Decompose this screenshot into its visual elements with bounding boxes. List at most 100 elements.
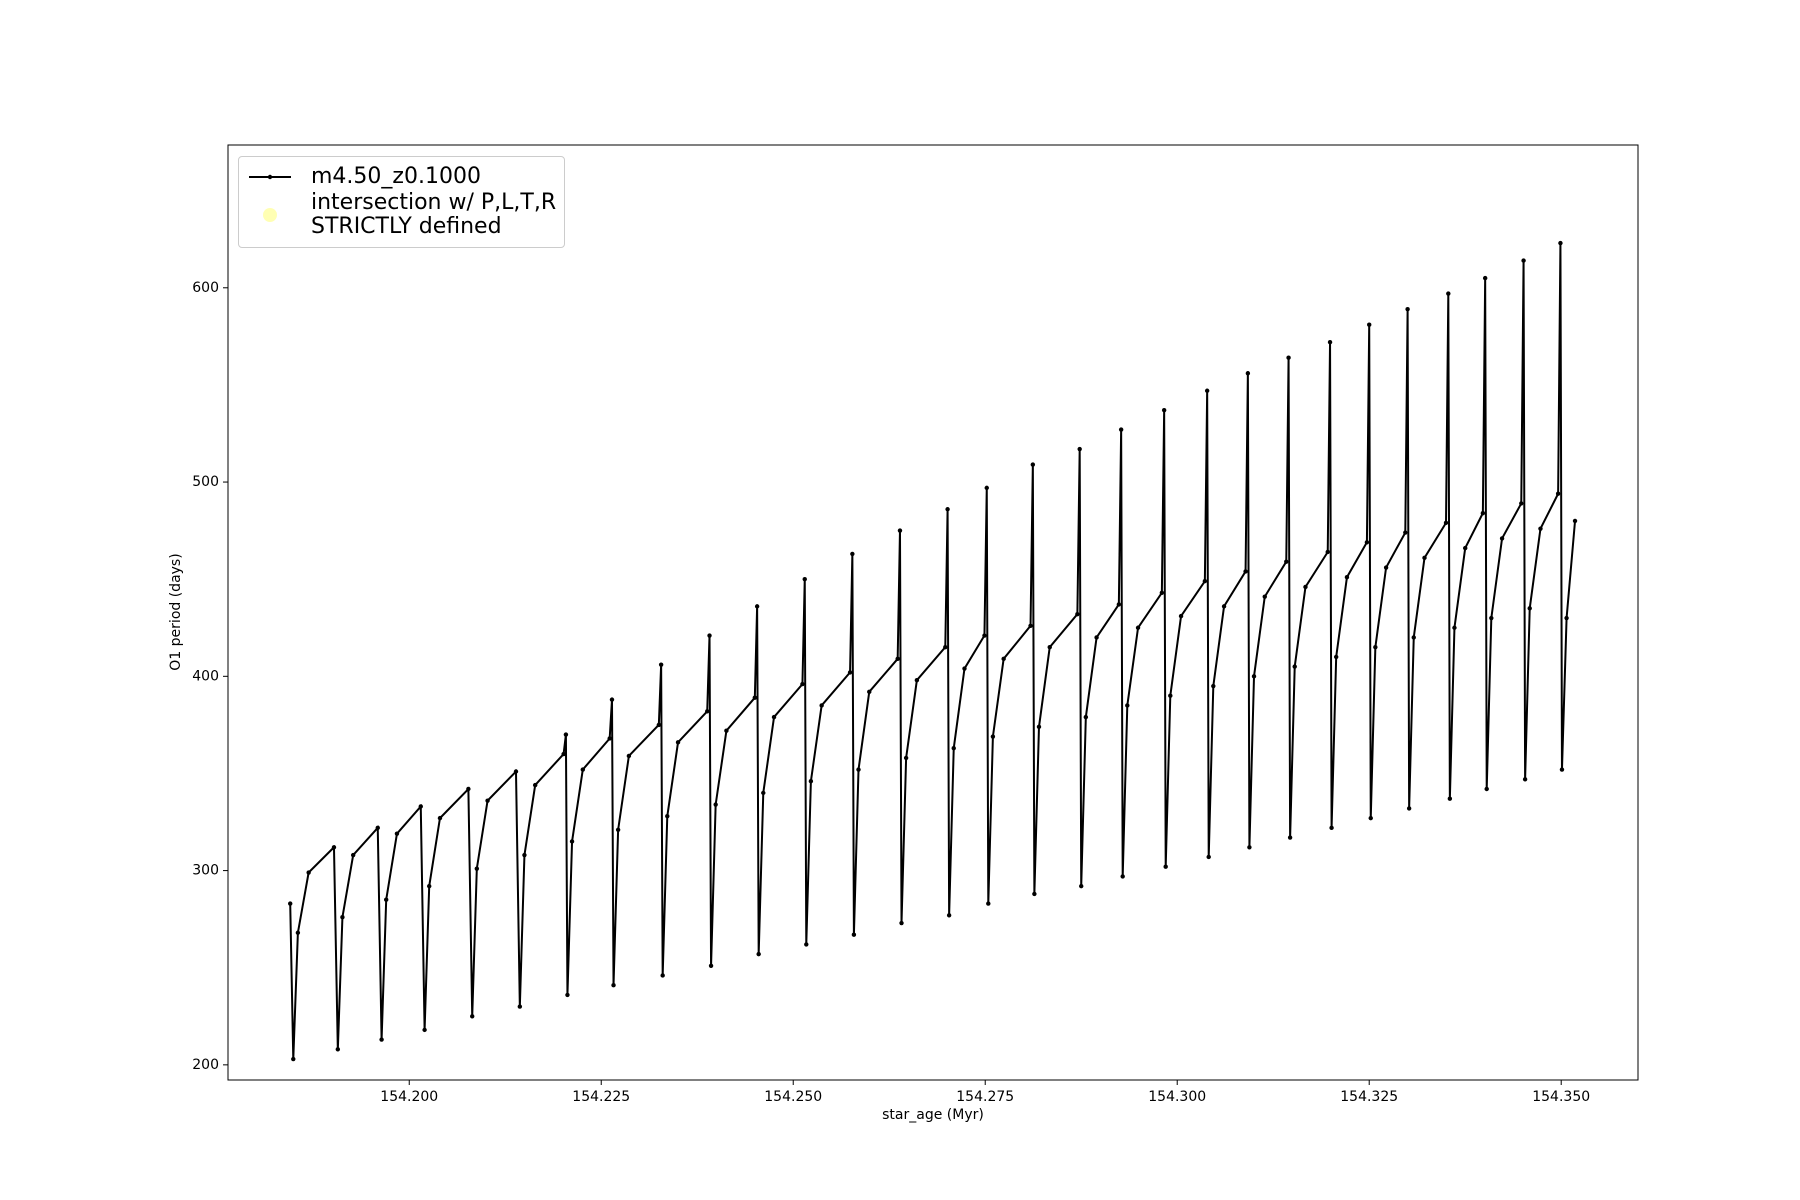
- point-marker: [1344, 575, 1350, 580]
- point-marker: [563, 732, 569, 737]
- point-marker: [1075, 611, 1080, 617]
- point-marker: [1243, 569, 1248, 574]
- point-marker: [394, 831, 400, 836]
- point-marker: [288, 901, 293, 906]
- point-marker: [1211, 683, 1216, 689]
- point-marker: [724, 728, 729, 733]
- point-marker: [1120, 874, 1125, 879]
- point-marker: [1564, 615, 1569, 621]
- point-marker: [665, 813, 670, 819]
- x-tick-label: 154.225: [572, 1089, 630, 1105]
- point-marker: [1482, 275, 1488, 281]
- point-marker: [1329, 825, 1334, 831]
- point-marker: [1036, 724, 1042, 730]
- point-marker: [1221, 604, 1227, 609]
- point-marker: [532, 782, 538, 788]
- point-marker: [1094, 635, 1099, 640]
- point-marker: [1287, 835, 1293, 840]
- point-marker: [565, 992, 570, 998]
- point-marker: [1204, 388, 1210, 393]
- point-marker: [804, 942, 809, 947]
- legend-symbol: [263, 208, 277, 222]
- point-marker: [384, 897, 389, 902]
- point-marker: [1327, 339, 1333, 345]
- point-marker: [1202, 578, 1208, 584]
- plot-area: [288, 240, 1578, 1062]
- point-marker: [1292, 664, 1297, 669]
- point-marker: [982, 633, 987, 638]
- point-marker: [1443, 520, 1449, 526]
- point-marker: [851, 932, 857, 937]
- point-marker: [1499, 536, 1505, 541]
- point-marker: [1251, 674, 1257, 679]
- point-marker: [1163, 864, 1168, 869]
- legend-entry: m4.50_z0.1000: [247, 165, 556, 189]
- point-marker: [466, 786, 471, 792]
- point-marker: [291, 1056, 296, 1062]
- y-tick-label: 400: [192, 668, 219, 684]
- point-marker: [1559, 767, 1565, 772]
- point-marker: [1118, 427, 1124, 432]
- point-marker: [427, 883, 432, 889]
- point-marker: [1405, 306, 1410, 312]
- point-marker: [707, 633, 712, 638]
- point-marker: [1247, 845, 1252, 850]
- point-marker: [895, 656, 900, 662]
- y-axis-label: O1 period (days): [168, 553, 184, 670]
- point-marker: [1572, 518, 1578, 524]
- point-marker: [1161, 407, 1167, 413]
- point-marker: [474, 866, 480, 871]
- point-marker: [379, 1037, 384, 1042]
- point-marker: [1001, 656, 1006, 662]
- point-marker: [713, 802, 718, 807]
- point-marker: [580, 767, 586, 772]
- point-marker: [422, 1027, 427, 1033]
- point-marker: [1422, 555, 1427, 561]
- point-marker: [1480, 510, 1486, 516]
- x-tick-label: 154.350: [1532, 1089, 1590, 1105]
- y-tick-label: 500: [192, 474, 219, 490]
- legend-marker: [267, 174, 273, 180]
- point-marker: [1325, 549, 1330, 555]
- point-marker: [1047, 644, 1052, 650]
- point-marker: [656, 722, 662, 728]
- point-marker: [914, 678, 920, 683]
- point-marker: [350, 852, 356, 858]
- point-marker: [1373, 644, 1378, 650]
- point-marker: [943, 644, 948, 650]
- point-marker: [800, 681, 805, 687]
- point-marker: [754, 604, 760, 609]
- x-tick-label: 154.275: [956, 1089, 1014, 1105]
- point-marker: [626, 753, 632, 759]
- point-marker: [1333, 654, 1339, 660]
- legend-label: m4.50_z0.1000: [311, 164, 481, 189]
- point-marker: [1519, 501, 1524, 506]
- point-marker: [897, 528, 903, 533]
- point-marker: [561, 751, 566, 757]
- x-tick-label: 154.325: [1340, 1089, 1398, 1105]
- point-marker: [1028, 623, 1033, 629]
- point-marker: [1538, 526, 1543, 531]
- point-marker: [658, 662, 664, 667]
- point-marker: [437, 815, 443, 821]
- point-marker: [569, 839, 575, 844]
- point-marker: [1178, 613, 1184, 619]
- point-marker: [856, 767, 861, 772]
- x-tick-label: 154.250: [764, 1089, 822, 1105]
- legend-symbol: [249, 174, 291, 180]
- point-marker: [1383, 565, 1389, 570]
- point-marker: [1463, 545, 1468, 551]
- legend-label: intersection w/ P,L,T,R STRICTLY defined: [311, 190, 557, 239]
- legend-entry: intersection w/ P,L,T,R STRICTLY defined: [247, 191, 556, 239]
- point-marker: [375, 825, 380, 831]
- point-marker: [946, 913, 952, 918]
- y-tick-label: 300: [192, 863, 219, 879]
- point-marker: [761, 790, 766, 796]
- point-marker: [771, 714, 777, 720]
- point-marker: [1245, 371, 1251, 376]
- point-marker: [819, 703, 824, 708]
- point-marker: [1489, 615, 1494, 621]
- point-marker: [986, 901, 991, 906]
- point-marker: [1452, 625, 1457, 630]
